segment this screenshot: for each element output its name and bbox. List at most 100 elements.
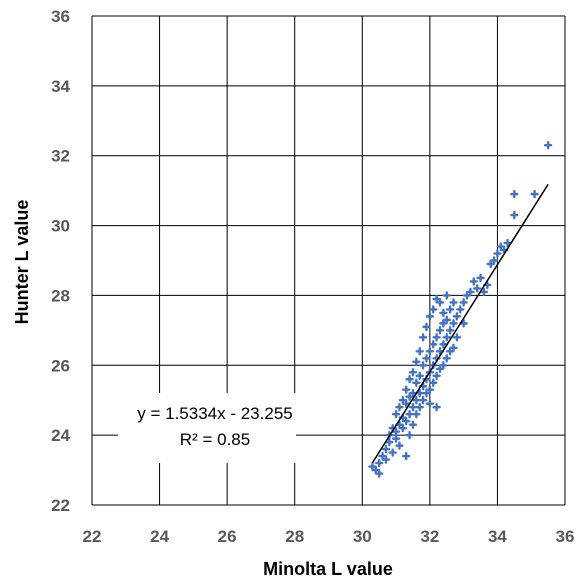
data-point xyxy=(402,385,411,394)
y-tick-label: 24 xyxy=(51,426,70,445)
y-tick-label: 30 xyxy=(51,217,70,236)
data-points xyxy=(368,141,553,478)
data-point xyxy=(405,409,414,419)
data-point xyxy=(442,333,451,342)
data-point xyxy=(489,256,499,265)
data-point xyxy=(418,333,428,342)
r-squared-label: R² = 0.85 xyxy=(180,430,250,449)
data-point xyxy=(466,287,475,297)
x-tick-label: 34 xyxy=(488,527,507,546)
data-point xyxy=(391,434,401,443)
data-point xyxy=(445,326,455,335)
data-point xyxy=(418,361,428,370)
data-point xyxy=(445,347,455,356)
data-point xyxy=(402,451,411,461)
data-point xyxy=(398,396,408,405)
data-point xyxy=(472,284,482,293)
data-point xyxy=(422,389,431,398)
data-point xyxy=(391,409,401,419)
data-point xyxy=(395,441,404,450)
data-point xyxy=(405,430,414,440)
y-tick-labels: 22 24 26 28 30 32 34 36 xyxy=(51,7,70,515)
data-point xyxy=(442,354,451,363)
data-point xyxy=(412,357,421,366)
data-point xyxy=(429,305,438,314)
data-point xyxy=(429,340,438,349)
data-point xyxy=(449,343,458,353)
data-point xyxy=(435,364,445,373)
data-point xyxy=(425,347,435,356)
data-point xyxy=(452,333,462,342)
data-point xyxy=(398,423,408,433)
data-point xyxy=(405,375,414,384)
data-point xyxy=(402,399,411,408)
data-point xyxy=(442,315,451,325)
data-point xyxy=(412,378,421,387)
data-point xyxy=(503,238,512,248)
data-point xyxy=(405,392,414,401)
x-axis-title: Minolta L value xyxy=(263,559,393,579)
data-point xyxy=(486,259,495,269)
data-point xyxy=(449,298,458,307)
data-point xyxy=(385,437,394,447)
data-point xyxy=(429,378,438,387)
data-point xyxy=(439,361,448,370)
y-tick-label: 36 xyxy=(51,7,70,26)
y-tick-label: 22 xyxy=(51,496,70,515)
data-point xyxy=(425,312,435,321)
x-tick-label: 24 xyxy=(150,527,169,546)
data-point xyxy=(459,319,468,328)
data-point xyxy=(493,249,502,258)
data-point xyxy=(374,469,384,478)
data-point xyxy=(452,312,462,321)
data-point xyxy=(510,210,519,220)
data-point xyxy=(425,399,435,408)
y-tick-label: 28 xyxy=(51,286,70,305)
data-point xyxy=(435,298,445,307)
data-point xyxy=(422,322,431,332)
data-point xyxy=(432,403,441,412)
x-tick-label: 36 xyxy=(556,527,575,546)
data-point xyxy=(368,462,377,471)
data-point xyxy=(432,333,441,342)
data-point xyxy=(449,319,458,328)
data-point xyxy=(459,298,468,307)
data-point xyxy=(469,277,478,286)
data-point xyxy=(408,368,418,377)
data-point xyxy=(432,294,441,304)
data-point xyxy=(442,291,451,300)
y-tick-label: 26 xyxy=(51,356,70,375)
y-tick-label: 34 xyxy=(51,77,70,96)
data-point xyxy=(412,409,421,419)
data-point xyxy=(402,416,411,426)
data-point xyxy=(415,403,424,412)
x-tick-label: 22 xyxy=(83,527,102,546)
data-point xyxy=(435,326,445,335)
data-point xyxy=(388,448,397,457)
data-point xyxy=(415,389,424,398)
data-point xyxy=(395,403,404,412)
data-point xyxy=(415,347,424,356)
data-point xyxy=(415,371,424,380)
data-point xyxy=(395,420,404,429)
data-point xyxy=(391,427,401,436)
data-point xyxy=(439,319,448,328)
equation-box xyxy=(118,393,296,463)
data-point xyxy=(408,420,418,429)
data-point xyxy=(422,354,431,363)
data-point xyxy=(378,451,387,461)
data-point xyxy=(425,385,435,394)
data-point xyxy=(543,141,553,150)
x-tick-label: 28 xyxy=(285,527,304,546)
x-tick-label: 26 xyxy=(218,527,237,546)
data-point xyxy=(476,273,485,283)
trendline xyxy=(371,183,549,464)
x-tick-label: 32 xyxy=(420,527,439,546)
data-point xyxy=(439,308,448,318)
data-point xyxy=(381,444,391,454)
x-tick-labels: 22 24 26 28 30 32 34 36 xyxy=(83,527,575,546)
data-point xyxy=(479,287,489,297)
trendline-equation: y = 1.5334x - 23.255 xyxy=(137,404,292,423)
data-point xyxy=(445,305,455,314)
